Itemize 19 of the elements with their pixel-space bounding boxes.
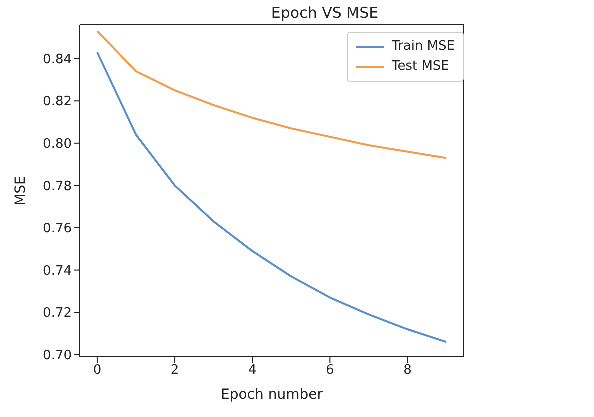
x-axis-title: Epoch number — [221, 387, 324, 403]
y-tick-label: 0.74 — [43, 264, 72, 279]
x-tick-label: 2 — [170, 363, 180, 378]
y-tick-label: 0.76 — [43, 222, 72, 237]
y-axis-title: MSE — [12, 176, 29, 206]
legend-label: Train MSE — [392, 38, 455, 56]
y-tick-label: 0.78 — [43, 179, 72, 194]
x-tick-label: 0 — [93, 363, 102, 378]
x-tick-label: 4 — [248, 363, 257, 378]
chart-title: Epoch VS MSE — [270, 4, 380, 22]
y-tick-label: 0.82 — [43, 94, 72, 110]
legend-label: Test MSE — [392, 58, 450, 76]
y-tick-label: 0.70 — [43, 348, 72, 364]
y-tick-label: 0.72 — [43, 306, 72, 322]
x-tick-label: 6 — [326, 363, 334, 378]
y-tick-label: 0.84 — [43, 52, 72, 68]
line-series — [96, 51, 448, 344]
y-tick-label: 0.80 — [43, 137, 72, 152]
x-tick-label: 8 — [404, 363, 412, 378]
